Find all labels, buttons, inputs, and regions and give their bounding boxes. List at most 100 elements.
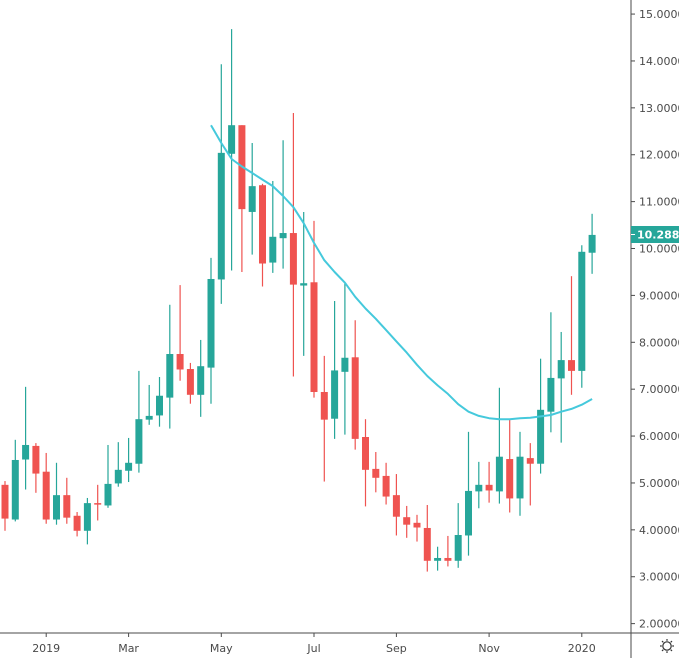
candle-body <box>506 459 514 499</box>
candle-body <box>42 471 50 520</box>
candle-down[interactable] <box>176 285 184 381</box>
candle-up[interactable] <box>22 386 30 490</box>
candle-up[interactable] <box>114 442 122 487</box>
candle-body <box>186 369 194 395</box>
candle-down[interactable] <box>526 443 534 506</box>
candle-body <box>197 366 205 395</box>
candle-up[interactable] <box>207 257 215 404</box>
candle-down[interactable] <box>63 477 71 524</box>
candle-up[interactable] <box>104 444 112 508</box>
candle-up[interactable] <box>217 64 225 304</box>
candle-body <box>166 354 174 398</box>
candle-body <box>207 278 215 368</box>
time-tick-label: 2020 <box>568 642 596 655</box>
candle-down[interactable] <box>485 461 493 503</box>
candle-up[interactable] <box>557 331 565 443</box>
candle-body <box>537 409 545 464</box>
candle-up[interactable] <box>53 462 60 525</box>
candle-down[interactable] <box>403 505 411 538</box>
candle-down[interactable] <box>444 535 452 567</box>
last-price-badge <box>631 226 679 243</box>
candle-down[interactable] <box>289 113 297 377</box>
candle-down[interactable] <box>1 481 9 531</box>
candle-up[interactable] <box>588 213 596 274</box>
candle-up[interactable] <box>83 497 91 545</box>
settings-icon[interactable] <box>660 639 674 653</box>
candle-down[interactable] <box>259 183 266 287</box>
candles-layer <box>1 29 596 572</box>
candle-down[interactable] <box>382 462 390 505</box>
candle-body <box>578 251 586 371</box>
time-tick-label: Mar <box>118 642 139 655</box>
candle-body <box>279 233 287 239</box>
candle-body <box>444 557 452 561</box>
price-tick-label: 9.00000 <box>639 289 679 302</box>
candle-body <box>104 483 112 506</box>
time-tick-label: May <box>210 642 233 655</box>
candle-down[interactable] <box>392 474 400 536</box>
candle-up[interactable] <box>145 384 153 425</box>
candle-up[interactable] <box>341 283 349 435</box>
candle-down[interactable] <box>32 443 40 493</box>
candle-body <box>568 360 575 371</box>
candle-body <box>269 236 277 263</box>
candle-body <box>125 462 133 471</box>
candle-body <box>217 152 225 280</box>
candle-down[interactable] <box>423 504 431 572</box>
candle-down[interactable] <box>310 220 318 398</box>
candle-up[interactable] <box>547 312 555 433</box>
candle-up[interactable] <box>135 370 143 473</box>
candle-body <box>331 370 339 419</box>
candle-up[interactable] <box>125 437 133 483</box>
candle-down[interactable] <box>320 355 328 482</box>
candle-body <box>156 395 163 416</box>
candle-body <box>176 354 184 370</box>
price-tick-label: 12.00000 <box>639 149 679 162</box>
candle-down[interactable] <box>73 512 81 537</box>
candle-body <box>248 186 256 212</box>
candle-up[interactable] <box>454 503 462 568</box>
price-tick-label: 2.00000 <box>639 618 679 631</box>
price-tick-label: 10.00000 <box>639 243 679 256</box>
candle-up[interactable] <box>156 376 163 427</box>
candle-body <box>526 458 534 464</box>
price-axis[interactable]: 15.00000 14.00000 13.00000 12.00000 11.00000… <box>631 8 679 631</box>
candle-body <box>22 444 30 460</box>
time-tick-label: Jul <box>306 642 320 655</box>
candle-up[interactable] <box>248 143 256 255</box>
candle-up[interactable] <box>331 301 339 439</box>
candle-up[interactable] <box>495 387 503 504</box>
candle-up[interactable] <box>11 439 19 522</box>
candle-body <box>465 490 472 536</box>
candle-up[interactable] <box>269 180 277 273</box>
candle-up[interactable] <box>516 431 524 516</box>
last-price-label: 10.2886 <box>631 226 679 243</box>
candle-body <box>382 475 390 497</box>
candle-up[interactable] <box>578 245 586 388</box>
candle-down[interactable] <box>568 276 575 395</box>
candle-up[interactable] <box>434 546 442 571</box>
candle-body <box>135 419 143 464</box>
candle-up[interactable] <box>166 304 174 429</box>
price-tick-label: 8.00000 <box>639 336 679 349</box>
candle-down[interactable] <box>186 362 194 404</box>
candle-down[interactable] <box>372 452 380 493</box>
candle-down[interactable] <box>42 452 50 524</box>
candle-down[interactable] <box>413 514 421 542</box>
candle-up[interactable] <box>475 461 483 509</box>
candle-body <box>413 522 421 528</box>
candle-down[interactable] <box>94 484 102 521</box>
candle-down[interactable] <box>351 320 359 450</box>
candle-up[interactable] <box>279 140 287 269</box>
candle-up[interactable] <box>300 211 308 356</box>
candle-down[interactable] <box>506 419 514 513</box>
candle-down[interactable] <box>362 419 369 507</box>
candle-up[interactable] <box>197 339 205 417</box>
candle-body <box>300 283 308 286</box>
time-axis[interactable]: 2019 Mar May Jul Sep Nov 2020 <box>32 633 596 655</box>
candle-up[interactable] <box>228 29 236 271</box>
candle-up[interactable] <box>465 431 472 556</box>
price-tick-label: 7.00000 <box>639 383 679 396</box>
